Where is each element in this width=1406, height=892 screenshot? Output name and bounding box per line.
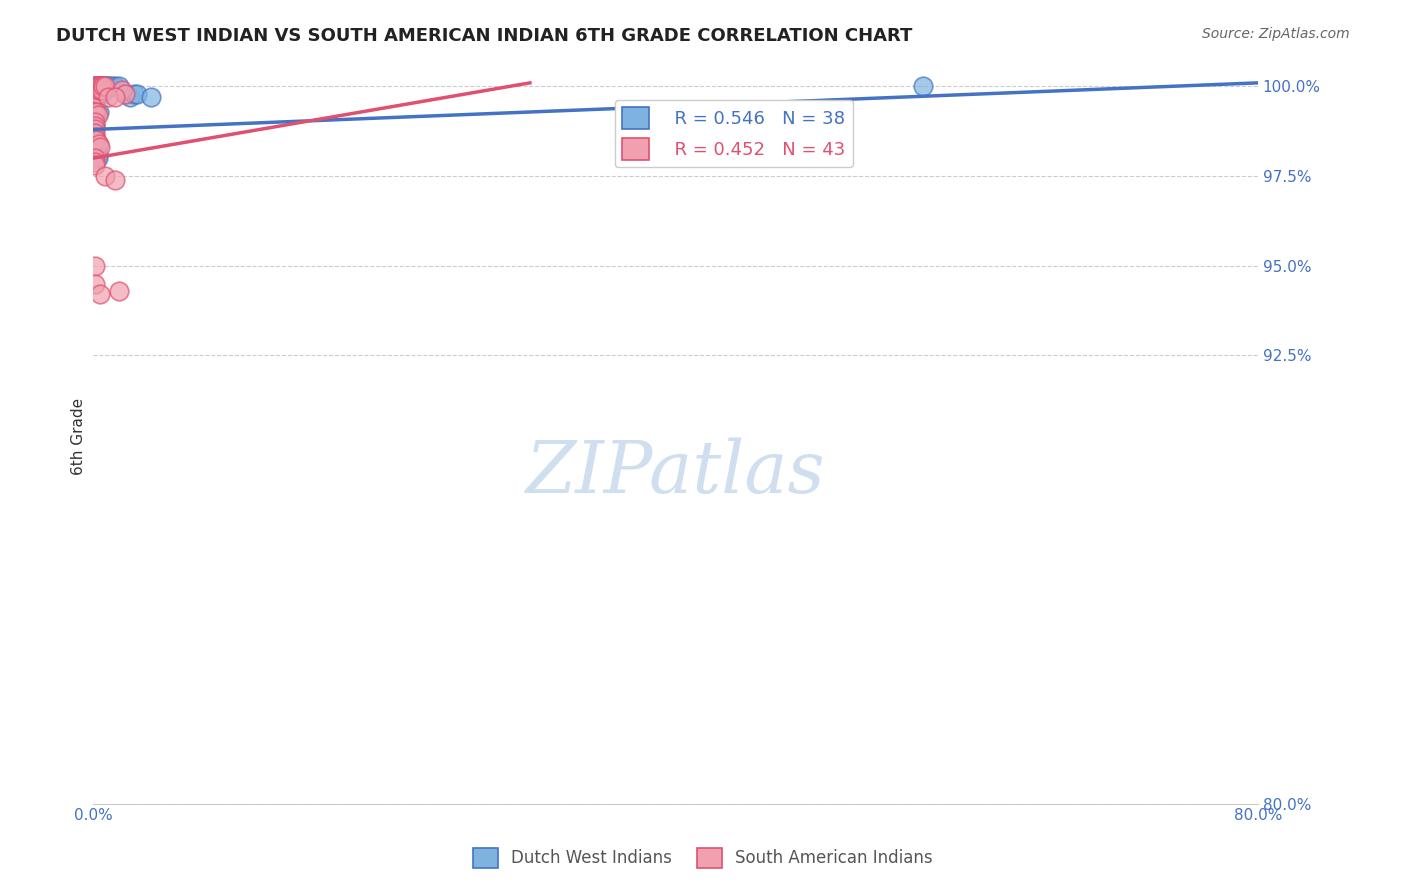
Text: ZIPatlas: ZIPatlas	[526, 438, 825, 508]
Point	[83, 87, 105, 101]
Point	[86, 108, 108, 122]
Point	[83, 90, 105, 104]
Point	[83, 151, 105, 165]
Point	[83, 122, 105, 136]
Point	[108, 284, 131, 298]
Point	[89, 83, 111, 97]
Point	[90, 79, 112, 94]
Point	[87, 83, 110, 97]
Point	[108, 79, 131, 94]
Point	[84, 87, 107, 101]
Point	[83, 83, 105, 97]
Point	[98, 79, 121, 94]
Point	[86, 79, 108, 94]
Point	[122, 87, 145, 101]
Point	[83, 83, 105, 97]
Point	[86, 79, 108, 94]
Point	[87, 136, 110, 151]
Point	[83, 119, 105, 133]
Point	[83, 104, 105, 119]
Point	[83, 79, 105, 94]
Point	[104, 90, 127, 104]
Point	[84, 83, 107, 97]
Point	[101, 79, 124, 94]
Point	[111, 83, 134, 97]
Point	[84, 104, 107, 119]
Point	[86, 83, 108, 97]
Point	[89, 140, 111, 154]
Point	[83, 158, 105, 172]
Point	[83, 129, 105, 144]
Text: Source: ZipAtlas.com: Source: ZipAtlas.com	[1202, 27, 1350, 41]
Point	[83, 87, 105, 101]
Point	[104, 79, 127, 94]
Point	[114, 87, 136, 101]
Legend:   R = 0.546   N = 38,   R = 0.452   N = 43: R = 0.546 N = 38, R = 0.452 N = 43	[614, 100, 853, 167]
Point	[96, 79, 118, 94]
Point	[83, 133, 105, 147]
Point	[90, 83, 112, 97]
Point	[83, 277, 105, 291]
Point	[94, 169, 117, 183]
Point	[97, 90, 120, 104]
Point	[125, 87, 148, 101]
Point	[84, 101, 107, 115]
Point	[93, 83, 115, 97]
Point	[911, 79, 934, 94]
Point	[84, 133, 107, 147]
Point	[83, 129, 105, 144]
Point	[89, 79, 111, 94]
Point	[86, 87, 108, 101]
Y-axis label: 6th Grade: 6th Grade	[72, 398, 86, 475]
Point	[83, 133, 105, 147]
Point	[89, 79, 111, 94]
Point	[118, 90, 141, 104]
Point	[86, 151, 108, 165]
Point	[83, 119, 105, 133]
Point	[83, 90, 105, 104]
Point	[141, 90, 163, 104]
Point	[104, 172, 127, 186]
Legend: Dutch West Indians, South American Indians: Dutch West Indians, South American India…	[467, 841, 939, 875]
Point	[87, 104, 110, 119]
Point	[89, 287, 111, 301]
Point	[93, 79, 115, 94]
Point	[114, 87, 136, 101]
Text: DUTCH WEST INDIAN VS SOUTH AMERICAN INDIAN 6TH GRADE CORRELATION CHART: DUTCH WEST INDIAN VS SOUTH AMERICAN INDI…	[56, 27, 912, 45]
Point	[90, 87, 112, 101]
Point	[83, 126, 105, 140]
Point	[86, 147, 108, 161]
Point	[94, 83, 117, 97]
Point	[93, 79, 115, 94]
Point	[94, 79, 117, 94]
Point	[83, 79, 105, 94]
Point	[84, 87, 107, 101]
Point	[90, 79, 112, 94]
Point	[87, 79, 110, 94]
Point	[84, 79, 107, 94]
Point	[86, 136, 108, 151]
Point	[86, 83, 108, 97]
Point	[83, 115, 105, 129]
Point	[83, 154, 105, 169]
Point	[90, 83, 112, 97]
Point	[84, 79, 107, 94]
Point	[84, 83, 107, 97]
Point	[94, 79, 117, 94]
Point	[83, 259, 105, 273]
Point	[97, 79, 120, 94]
Point	[89, 83, 111, 97]
